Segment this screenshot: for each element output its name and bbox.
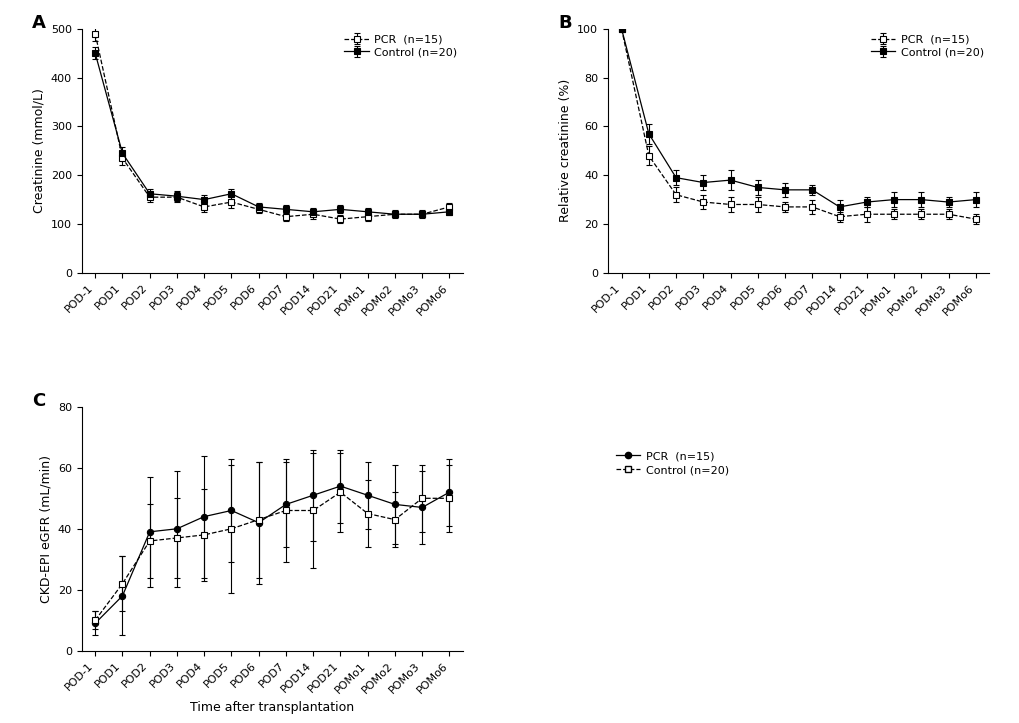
Legend: PCR  (n=15), Control (n=20): PCR (n=15), Control (n=20) (341, 33, 460, 59)
Y-axis label: CKD-EPI eGFR (mL/min): CKD-EPI eGFR (mL/min) (39, 455, 52, 603)
Text: A: A (32, 14, 46, 33)
Y-axis label: Creatinine (mmol/L): Creatinine (mmol/L) (33, 88, 45, 213)
X-axis label: Time after transplantation: Time after transplantation (191, 701, 354, 714)
Legend: PCR  (n=15), Control (n=20): PCR (n=15), Control (n=20) (612, 449, 731, 477)
Text: B: B (557, 14, 572, 33)
Legend: PCR  (n=15), Control (n=20): PCR (n=15), Control (n=20) (867, 33, 985, 59)
Text: C: C (32, 393, 45, 410)
Y-axis label: Relative creatinine (%): Relative creatinine (%) (558, 80, 571, 223)
